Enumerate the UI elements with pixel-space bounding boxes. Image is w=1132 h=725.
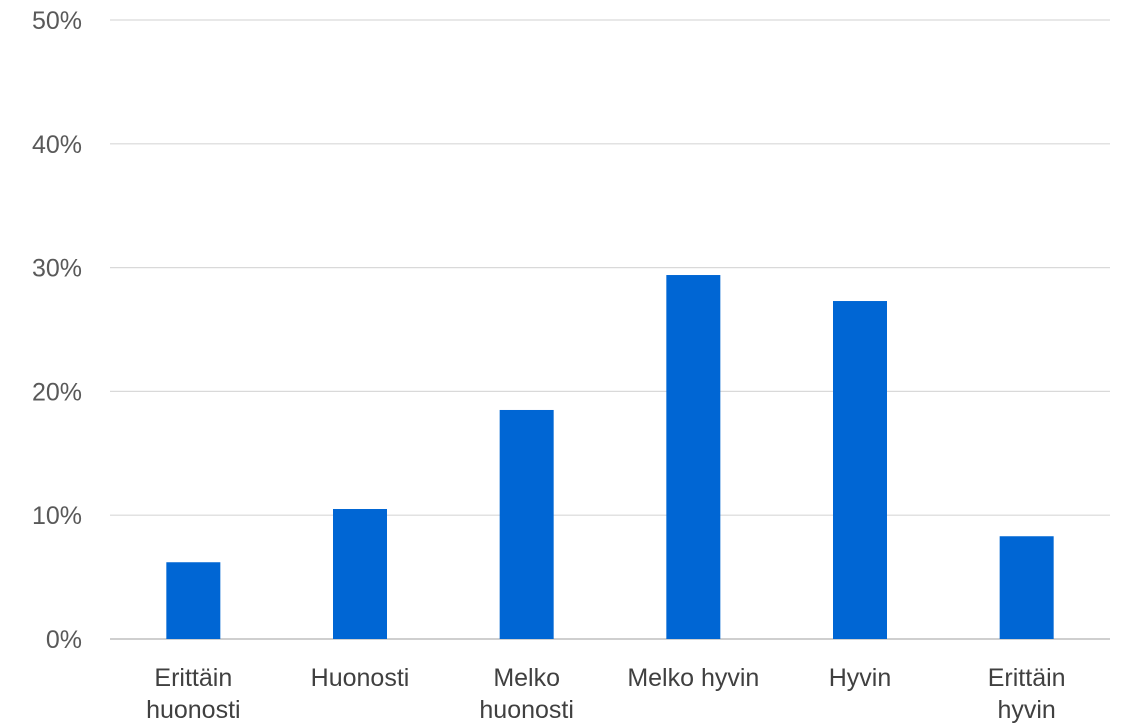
y-tick-label: 30%	[32, 255, 82, 283]
y-tick-label: 20%	[32, 378, 82, 406]
y-tick-label: 50%	[32, 7, 82, 35]
x-category-label: Erittäin hyvin	[988, 664, 1066, 724]
x-category-label: Melko huonosti	[479, 664, 574, 724]
y-tick-label: 10%	[32, 502, 82, 530]
x-axis-categories: Erittäin huonosti Huonosti Melko huonosti Mel…	[146, 664, 1066, 724]
y-tick-label: 40%	[32, 131, 82, 159]
bar	[166, 562, 221, 639]
bar	[666, 275, 721, 639]
bars	[166, 275, 1054, 639]
bar	[333, 509, 387, 639]
bar	[999, 536, 1054, 639]
gridlines	[110, 19, 1110, 640]
x-category-label: Huonosti	[311, 664, 410, 692]
y-axis-ticks: 0% 10% 20% 30% 40% 50%	[32, 7, 82, 654]
x-category-label: Melko hyvin	[627, 664, 759, 692]
x-category-label: Hyvin	[829, 664, 892, 692]
bar	[833, 301, 887, 639]
bar	[499, 409, 554, 639]
x-category-label: Erittäin huonosti	[146, 664, 241, 724]
y-tick-label: 0%	[46, 626, 82, 654]
